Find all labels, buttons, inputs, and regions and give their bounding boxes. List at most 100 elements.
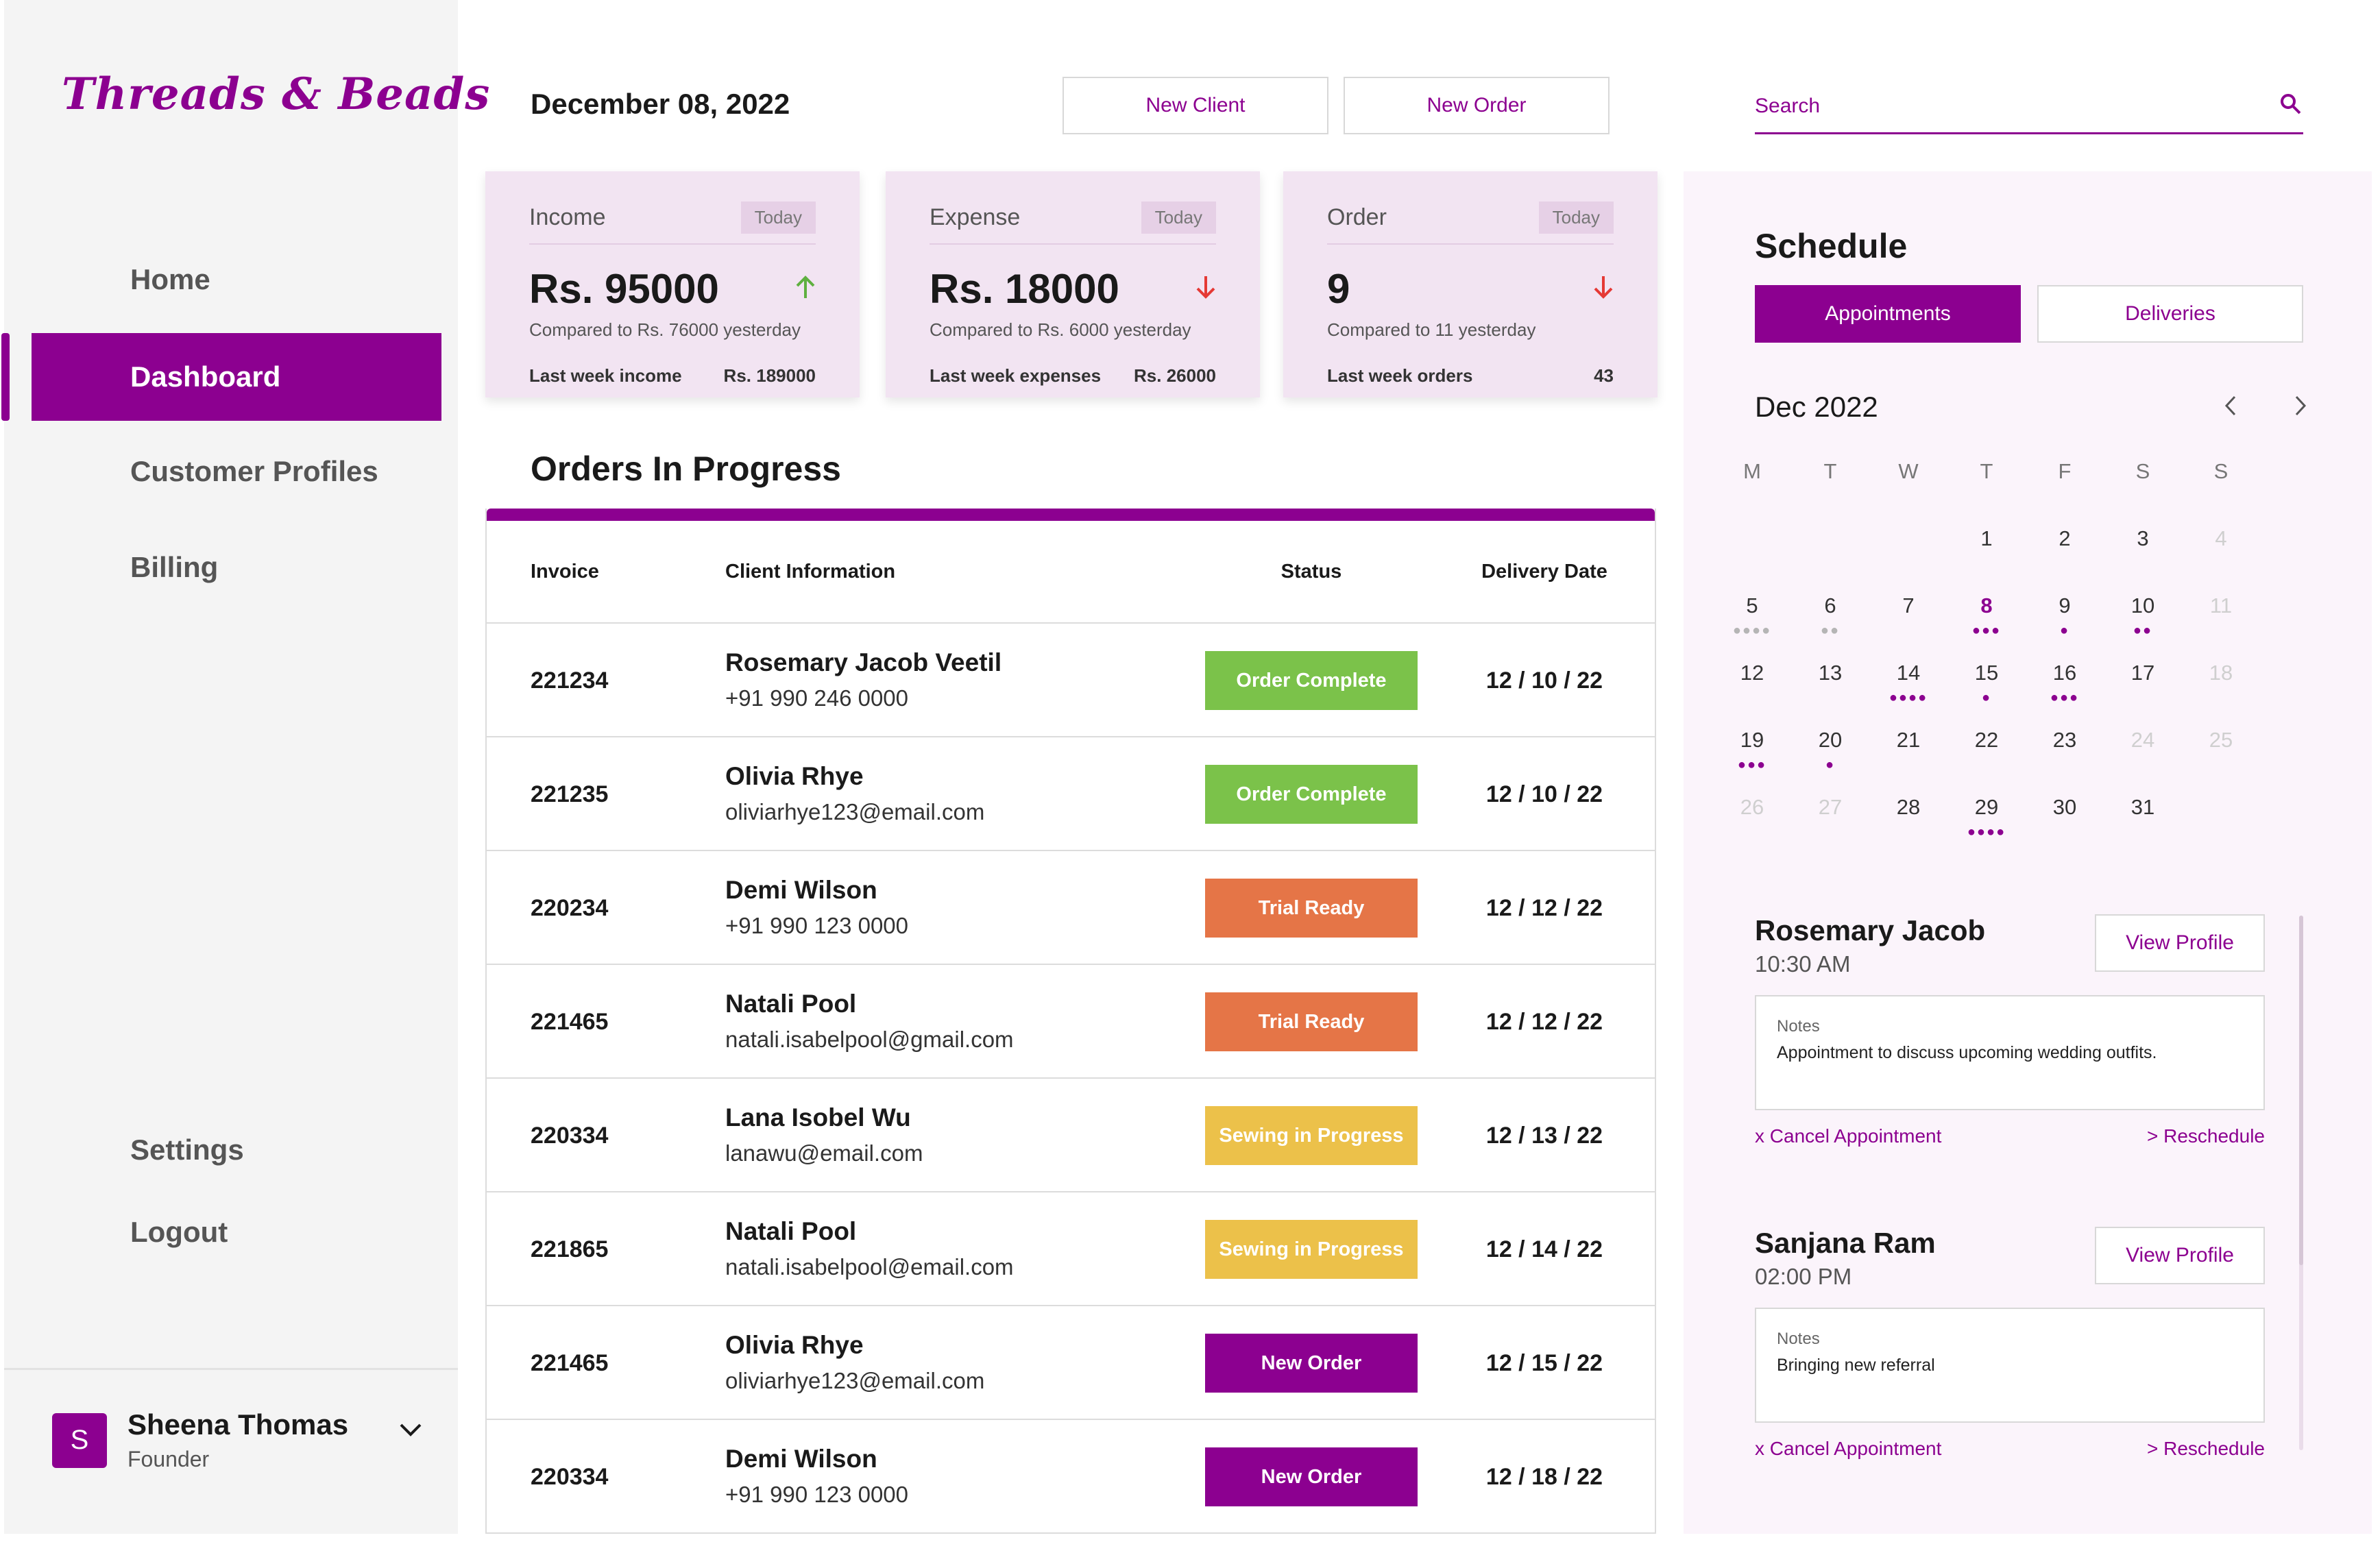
calendar-day[interactable]: 21: [1881, 728, 1936, 752]
appointment-time: 10:30 AM: [1755, 951, 1851, 977]
stat-card-income: Income Today Rs. 95000 Compared to Rs. 7…: [485, 171, 860, 397]
calendar-day[interactable]: 14 ●●●●: [1881, 661, 1936, 705]
calendar-day-number: 28: [1896, 795, 1921, 819]
search-input[interactable]: Search: [1755, 95, 1821, 117]
calendar-day[interactable]: 4: [2194, 526, 2248, 551]
new-order-button[interactable]: New Order: [1344, 77, 1610, 134]
calendar-weekday: T: [1823, 459, 1837, 483]
sidebar-item-home[interactable]: Home: [130, 263, 210, 295]
calendar-day-number: 14: [1896, 661, 1921, 685]
calendar-day[interactable]: 1: [1959, 526, 2014, 551]
client-name: Olivia Rhye: [725, 1331, 864, 1359]
calendar-day[interactable]: 25: [2194, 728, 2248, 752]
calendar-day[interactable]: 5 ●●●●: [1725, 593, 1780, 637]
table-row[interactable]: 221465 Natali Pool natali.isabelpool@gmail…: [487, 965, 1655, 1079]
table-row[interactable]: 220334 Lana Isobel Wu lanawu@email.com Sewi…: [487, 1079, 1655, 1192]
scrollbar-thumb[interactable]: [2299, 916, 2303, 1265]
table-row[interactable]: 220334 Demi Wilson +91 990 123 0000 New Ord…: [487, 1420, 1655, 1532]
calendar-day[interactable]: 13: [1803, 661, 1858, 685]
stat-value: Rs. 18000: [930, 266, 1119, 312]
calendar-day[interactable]: 8 ●●●: [1959, 593, 2014, 637]
sidebar-item-dashboard[interactable]: Dashboard: [32, 333, 441, 421]
appointment-client: Sanjana Ram: [1755, 1227, 1936, 1259]
appointment-dots: ●●●: [1737, 757, 1767, 772]
calendar-day[interactable]: 26: [1725, 795, 1780, 820]
calendar-day[interactable]: 12: [1725, 661, 1780, 685]
status-badge: Trial Ready: [1205, 992, 1418, 1051]
delivery-date: 12 / 12 / 22: [1485, 895, 1603, 921]
view-profile-button[interactable]: View Profile: [2095, 1227, 2265, 1284]
reschedule-link[interactable]: > Reschedule: [2146, 1438, 2265, 1459]
appointment-dots: ●: [2059, 623, 2070, 638]
client-info: Demi Wilson +91 990 123 0000: [725, 876, 908, 939]
calendar-day[interactable]: 3: [2115, 526, 2170, 551]
chevron-right-icon[interactable]: [2287, 392, 2314, 419]
calendar-day[interactable]: 10 ●●: [2115, 593, 2170, 637]
table-row[interactable]: 220234 Demi Wilson +91 990 123 0000 Trial R…: [487, 851, 1655, 965]
invoice-number: 221465: [531, 1350, 609, 1376]
calendar-day[interactable]: 11: [2194, 593, 2248, 618]
client-name: Lana Isobel Wu: [725, 1103, 911, 1131]
search-icon[interactable]: [2279, 92, 2303, 120]
arrow-down-icon: [1593, 275, 1614, 303]
app-logo: Threads & Beads: [62, 69, 491, 120]
calendar-day[interactable]: 31: [2115, 795, 2170, 820]
calendar-day[interactable]: 30: [2037, 795, 2092, 820]
chevron-left-icon[interactable]: [2217, 392, 2244, 419]
calendar-day-number: 15: [1974, 661, 1999, 685]
client-info: Rosemary Jacob Veetil +91 990 246 0000: [725, 648, 1001, 711]
sidebar-item-settings[interactable]: Settings: [130, 1134, 244, 1166]
calendar-day[interactable]: 17: [2115, 661, 2170, 685]
calendar-day-number: 9: [2059, 593, 2071, 617]
tab-appointments[interactable]: Appointments: [1755, 285, 2021, 343]
user-profile[interactable]: S Sheena Thomas Founder: [52, 1408, 436, 1472]
calendar-day-number: 29: [1974, 795, 1999, 819]
calendar-day[interactable]: 18: [2194, 661, 2248, 685]
chevron-down-icon[interactable]: [398, 1422, 423, 1442]
stat-title: Expense: [930, 204, 1021, 230]
calendar-day[interactable]: 24: [2115, 728, 2170, 752]
calendar-day[interactable]: 23: [2037, 728, 2092, 752]
delivery-date: 12 / 14 / 22: [1485, 1236, 1603, 1262]
search-field[interactable]: Search: [1755, 77, 2303, 134]
appointment-card: Rosemary Jacob 10:30 AM View Profile Not…: [1755, 914, 2303, 1147]
sidebar-item-logout[interactable]: Logout: [130, 1216, 228, 1248]
calendar-day[interactable]: 27: [1803, 795, 1858, 820]
appointment-dots: ●: [1825, 757, 1836, 772]
cancel-appointment-link[interactable]: x Cancel Appointment: [1755, 1438, 1942, 1459]
calendar-day[interactable]: 19 ●●●: [1725, 728, 1780, 772]
page-date: December 08, 2022: [531, 88, 790, 120]
schedule-title: Schedule: [1755, 227, 1908, 265]
new-client-button[interactable]: New Client: [1062, 77, 1328, 134]
tab-deliveries[interactable]: Deliveries: [2037, 285, 2303, 343]
client-contact: +91 990 123 0000: [725, 1482, 909, 1507]
arrow-down-icon: [1195, 275, 1216, 303]
invoice-number: 221465: [531, 1009, 609, 1035]
calendar-day[interactable]: 6 ●●: [1803, 593, 1858, 637]
calendar-day[interactable]: 28: [1881, 795, 1936, 820]
calendar-day[interactable]: 7: [1881, 593, 1936, 618]
calendar-day-number: 4: [2215, 526, 2227, 550]
calendar-day[interactable]: 15 ●: [1959, 661, 2014, 705]
invoice-number: 220234: [531, 895, 609, 921]
reschedule-link[interactable]: > Reschedule: [2146, 1125, 2265, 1147]
calendar-day[interactable]: 20 ●: [1803, 728, 1858, 772]
calendar-day[interactable]: 22: [1959, 728, 2014, 752]
calendar-day[interactable]: 9 ●: [2037, 593, 2092, 637]
table-row[interactable]: 221234 Rosemary Jacob Veetil +91 990 246 0…: [487, 624, 1655, 737]
table-row[interactable]: 221865 Natali Pool natali.isabelpool@email…: [487, 1192, 1655, 1306]
sidebar-divider: [4, 1368, 458, 1370]
view-profile-button[interactable]: View Profile: [2095, 914, 2265, 972]
table-row[interactable]: 221235 Olivia Rhye oliviarhye123@email.com…: [487, 737, 1655, 851]
sidebar-item-customer-profiles[interactable]: Customer Profiles: [130, 455, 378, 487]
table-row[interactable]: 221465 Olivia Rhye oliviarhye123@email.com…: [487, 1306, 1655, 1420]
calendar-day[interactable]: 29 ●●●●: [1959, 795, 2014, 839]
sidebar-item-billing[interactable]: Billing: [130, 551, 219, 583]
calendar-day[interactable]: 16 ●●●: [2037, 661, 2092, 705]
schedule-scrollbar[interactable]: [2299, 916, 2303, 1450]
status-badge: Trial Ready: [1205, 879, 1418, 938]
calendar-day[interactable]: 2: [2037, 526, 2092, 551]
appointment-dots: ●●: [2133, 623, 2153, 638]
invoice-number: 221234: [531, 668, 609, 694]
cancel-appointment-link[interactable]: x Cancel Appointment: [1755, 1125, 1942, 1147]
